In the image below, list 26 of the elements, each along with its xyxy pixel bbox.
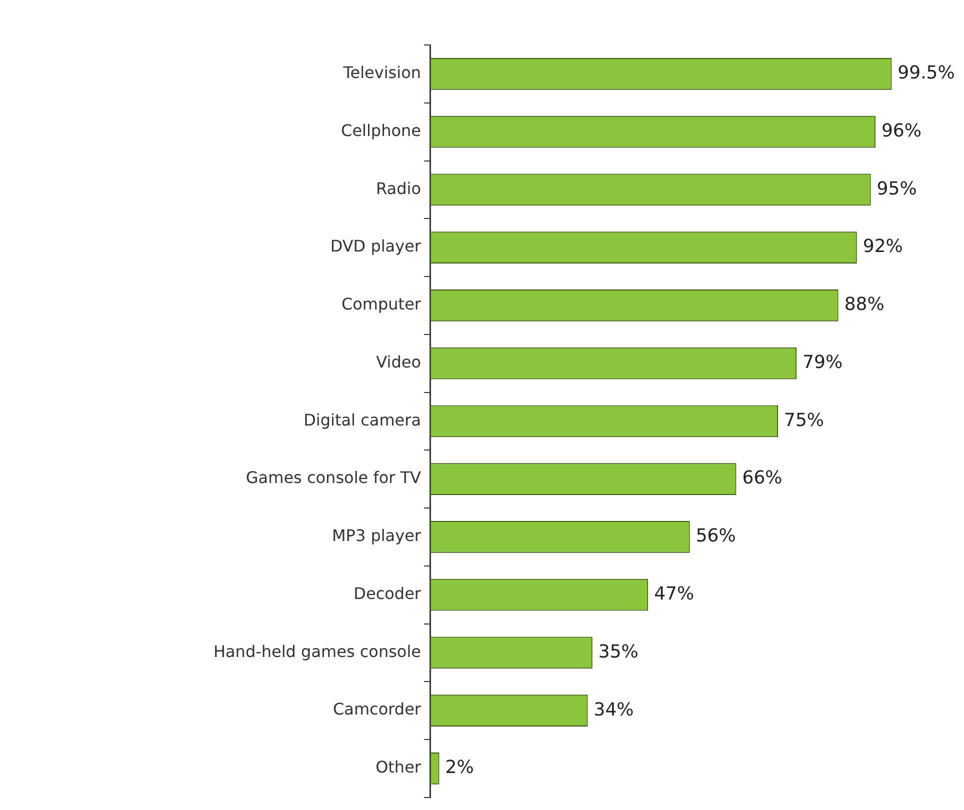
y-tick-label: Digital camera [304, 410, 421, 430]
data-label: 88% [844, 294, 884, 316]
data-label: 34% [594, 699, 634, 720]
y-tick-label: Decoder [354, 584, 422, 603]
y-tick-label: Computer [341, 294, 422, 314]
y-tick-label: Radio [376, 178, 421, 198]
data-label: 47% [654, 584, 694, 605]
y-tick-label: DVD player [330, 236, 422, 256]
data-label: 66% [742, 468, 782, 489]
data-label: 56% [696, 526, 736, 547]
y-tick-label: Television [342, 63, 421, 82]
y-tick-label: Hand-held games console [213, 642, 421, 661]
data-label: 99.5% [898, 62, 955, 84]
y-tick-label: Camcorder [332, 700, 422, 719]
y-tick-label: Other [376, 758, 422, 777]
y-tick-label: Video [376, 352, 421, 372]
data-label: 35% [598, 641, 638, 662]
data-label: 92% [862, 236, 903, 258]
data-label: 95% [876, 178, 917, 200]
data-label: 2% [445, 757, 474, 778]
data-label: 75% [784, 410, 824, 431]
y-tick-label: Games console for TV [246, 468, 422, 488]
y-tick-label: Cellphone [341, 120, 421, 140]
y-tick-label: MP3 player [332, 526, 422, 546]
data-label: 79% [802, 352, 843, 373]
data-label: 96% [881, 120, 922, 142]
